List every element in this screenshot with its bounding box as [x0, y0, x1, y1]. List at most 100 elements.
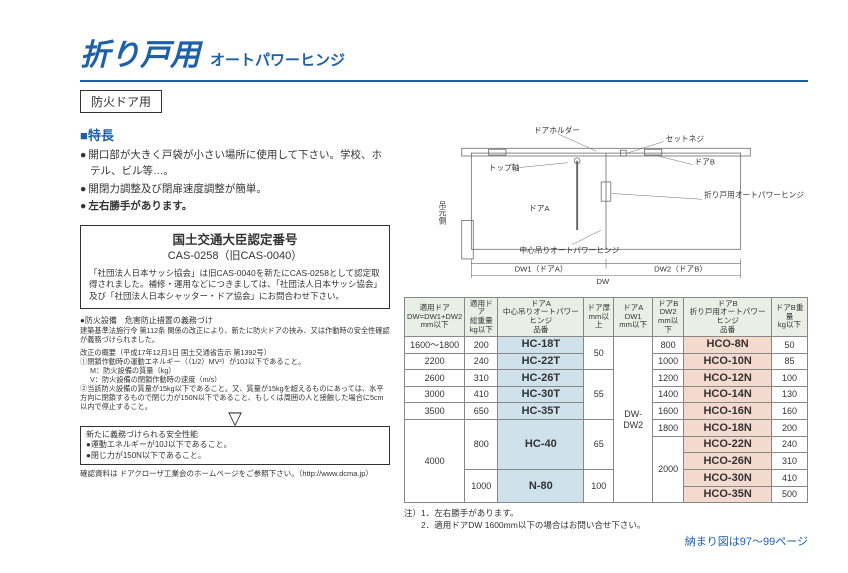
- cert-title: 国土交通大臣認定番号: [89, 232, 381, 249]
- table-cell: HC-30T: [498, 386, 584, 403]
- svg-text:中心吊りオートパワーヒンジ: 中心吊りオートパワーヒンジ: [519, 245, 619, 255]
- table-cell: HCO-30N: [684, 470, 772, 487]
- table-header: ドアB DW2 mm以下: [653, 298, 684, 337]
- table-cell: HCO-18N: [684, 420, 772, 437]
- table-cell: 65: [584, 420, 614, 470]
- table-cell: 410: [772, 470, 808, 487]
- table-cell: DW-DW2: [614, 336, 653, 502]
- svg-text:DW: DW: [596, 277, 610, 286]
- table-cell: HC-22T: [498, 353, 584, 370]
- table-cell: 240: [772, 436, 808, 453]
- fine-sub-c: V：防火設備の閉鎖作動時の速度（m/s）: [80, 375, 390, 384]
- table-cell: 1600～1800: [405, 336, 465, 353]
- technical-diagram: ドアホルダー セットネジ トップ軸 ドアB ドアA 折り戸用オートパワーヒンジ …: [404, 121, 808, 291]
- fine-sub-a: ①閉鎖作動時の運動エネルギー（（1/2）MV²）が10J以下であること。: [80, 357, 390, 366]
- table-header: ドアB重量 kg以下: [772, 298, 808, 337]
- feature-item: 開閉力調整及び閉扉速度調整が簡単。: [80, 182, 390, 198]
- table-cell: HCO-12N: [684, 370, 772, 387]
- table-cell: 800: [465, 420, 498, 470]
- table-cell: HC-26T: [498, 370, 584, 387]
- table-cell: 1200: [653, 370, 684, 387]
- table-cell: 200: [465, 336, 498, 353]
- table-cell: HCO-16N: [684, 403, 772, 420]
- svg-text:DW2（ドアB）: DW2（ドアB）: [654, 264, 707, 273]
- svg-text:ドアB: ドアB: [694, 158, 715, 167]
- cert-body: 「社団法人日本サッシ協会」は旧CAS-0040を新たにCAS-0258として認定…: [89, 268, 381, 302]
- table-cell: 650: [465, 403, 498, 420]
- new-req-head: 新たに義務づけられる安全性能: [86, 430, 384, 440]
- svg-text:ドアA: ドアA: [529, 204, 550, 213]
- fine-lead: 建築基準法施行令 第112条 関係の改正により、新たに防火ドアの挟み、又は作動時…: [80, 326, 390, 344]
- table-cell: N-80: [498, 470, 584, 503]
- new-req-b: ●閉じ力が150N以下であること。: [86, 451, 384, 461]
- table-cell: 4000: [405, 420, 465, 503]
- table-cell: 200: [772, 420, 808, 437]
- table-cell: 50: [772, 336, 808, 353]
- svg-text:ドアホルダー: ドアホルダー: [534, 125, 580, 135]
- table-cell: HC-18T: [498, 336, 584, 353]
- table-cell: HCO-14N: [684, 386, 772, 403]
- svg-text:トップ軸: トップ軸: [489, 162, 520, 172]
- table-cell: 1600: [653, 403, 684, 420]
- table-notes: 注）1．左右勝手があります。 2．適用ドアDW 1600mm以下の場合はお問い合…: [404, 507, 808, 531]
- title-sub: オートパワーヒンジ: [210, 49, 345, 70]
- svg-text:吊元側: 吊元側: [438, 201, 447, 224]
- feature-item: 左右勝手があります。: [80, 199, 390, 215]
- title-main: 折り戸用: [80, 30, 200, 74]
- spec-table: 適用ドア DW=DW1+DW2 mm以下適用ドア 総重量 kg以下ドアA 中心吊…: [404, 297, 808, 503]
- table-cell: 100: [584, 470, 614, 503]
- fine-sub-b: M：防火設備の質量（kg）: [80, 366, 390, 375]
- table-cell: 2600: [405, 370, 465, 387]
- table-cell: 2200: [405, 353, 465, 370]
- table-header: ドアA 中心吊りオートパワーヒンジ 品番: [498, 298, 584, 337]
- svg-text:セットネジ: セットネジ: [666, 135, 705, 144]
- table-cell: 1000: [653, 353, 684, 370]
- svg-text:DW1（ドアA）: DW1（ドアA）: [515, 264, 568, 273]
- new-req-a: ●運動エネルギーが10J以下であること。: [86, 440, 384, 450]
- table-cell: 310: [465, 370, 498, 387]
- table-cell: 3500: [405, 403, 465, 420]
- table-cell: 1000: [465, 470, 498, 503]
- feature-item: 開口部が大きく戸袋が小さい場所に使用して下さい。学校、ホテル、ビル等…。: [80, 148, 390, 180]
- table-cell: HC-35T: [498, 403, 584, 420]
- table-header: ドア厚 mm以上: [584, 298, 614, 337]
- table-cell: 410: [465, 386, 498, 403]
- table-header: 適用ドア DW=DW1+DW2 mm以下: [405, 298, 465, 337]
- feature-list: 開口部が大きく戸袋が小さい場所に使用して下さい。学校、ホテル、ビル等…。 開閉力…: [80, 148, 390, 215]
- confirm-line: 確認資料は ドアクローザ工業会のホームページをご参照下さい。（http://ww…: [80, 469, 390, 479]
- table-cell: 130: [772, 386, 808, 403]
- title-rule: [80, 80, 808, 82]
- svg-text:折り戸用オートパワーヒンジ: 折り戸用オートパワーヒンジ: [704, 189, 804, 199]
- table-cell: 3000: [405, 386, 465, 403]
- table-cell: 1400: [653, 386, 684, 403]
- fine-sub-d: ②当該防火設備の質量が15kg以下であること。又、質量が15kgを超えるものにあ…: [80, 384, 390, 411]
- table-cell: 800: [653, 336, 684, 353]
- table-cell: HCO-22N: [684, 436, 772, 453]
- certification-box: 国土交通大臣認定番号 CAS-0258（旧CAS-0040） 「社団法人日本サッ…: [80, 225, 390, 309]
- category-tag: 防火ドア用: [80, 90, 162, 113]
- table-cell: 100: [772, 370, 808, 387]
- table-header: ドアA DW1 mm以下: [614, 298, 653, 337]
- table-cell: 2000: [653, 436, 684, 503]
- new-requirement-box: 新たに義務づけられる安全性能 ●運動エネルギーが10J以下であること。 ●閉じ力…: [80, 426, 390, 465]
- page-reference: 納まり図は97～99ページ: [404, 533, 808, 549]
- table-header: ドアB 折り戸用オートパワーヒンジ 品番: [684, 298, 772, 337]
- table-cell: 240: [465, 353, 498, 370]
- table-cell: 160: [772, 403, 808, 420]
- table-cell: 55: [584, 370, 614, 420]
- arrow-down-icon: ▽: [80, 413, 390, 424]
- table-cell: HCO-35N: [684, 486, 772, 503]
- fine-label: ●防火設備 危害防止措置の義務づけ: [80, 315, 390, 326]
- features-head: ■特長: [80, 125, 390, 144]
- cert-number: CAS-0258（旧CAS-0040）: [89, 249, 381, 264]
- table-cell: 50: [584, 336, 614, 369]
- table-cell: 500: [772, 486, 808, 503]
- table-cell: HCO-10N: [684, 353, 772, 370]
- table-cell: HCO-26N: [684, 453, 772, 470]
- table-cell: HCO-8N: [684, 336, 772, 353]
- table-cell: HC-40: [498, 420, 584, 470]
- table-cell: 310: [772, 453, 808, 470]
- table-cell: 85: [772, 353, 808, 370]
- fine-sub-head: 改正の概要（平成17年12月1日 国土交通省告示 第1392号）: [80, 348, 390, 357]
- table-cell: 1800: [653, 420, 684, 437]
